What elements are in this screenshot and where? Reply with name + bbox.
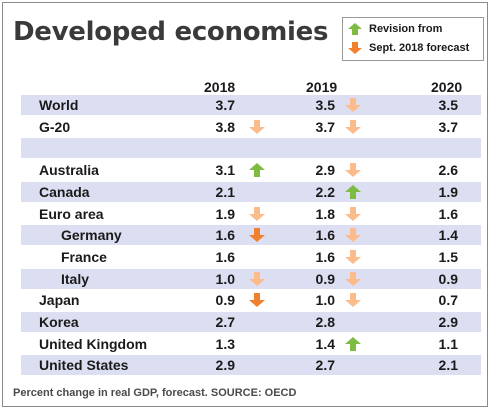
cell-value-2018: 3.1 [215, 162, 235, 179]
cell-value-2020: 1.4 [438, 227, 458, 244]
table-row: Germany 1.6 1.6 1.4 [21, 225, 481, 246]
arrow-down-icon [249, 293, 265, 308]
arrow-down-icon [348, 42, 362, 54]
arrow-down-icon [249, 206, 265, 221]
cell-value-2018: 2.9 [215, 357, 235, 374]
cell-value-2019: 2.2 [315, 183, 335, 200]
cell-value-2018: 1.9 [215, 205, 235, 222]
cell-value-2018: 3.7 [215, 97, 235, 113]
chart-title: Developed economies [13, 17, 329, 47]
table-row: G-20 3.8 3.7 3.7 [21, 117, 481, 137]
cell-value-2019: 1.0 [315, 292, 335, 309]
cell-value-2019: 2.9 [315, 162, 335, 179]
row-label: G-20 [39, 118, 71, 135]
arrow-down-icon [249, 119, 265, 134]
column-header-2020: 2020 [431, 79, 463, 95]
cell-value-2019: 2.8 [315, 314, 335, 330]
row-label: World [39, 97, 79, 113]
arrow-down-icon [345, 228, 361, 243]
cell-value-2020: 0.7 [438, 292, 458, 309]
arrow-down-icon [345, 98, 361, 112]
column-header-2018: 2018 [204, 79, 236, 95]
row-label: Canada [39, 183, 90, 200]
cell-value-2020: 1.6 [438, 205, 458, 222]
cell-value-2018: 2.7 [215, 314, 235, 330]
arrow-down-icon [249, 228, 265, 243]
cell-value-2020: 2.9 [438, 314, 458, 330]
cell-value-2018: 3.8 [215, 118, 235, 135]
arrow-up-icon [345, 336, 361, 351]
legend-label-up: Revision from [369, 23, 443, 35]
row-label: Euro area [39, 205, 104, 222]
footnote: Percent change in real GDP, forecast. SO… [13, 387, 297, 399]
table-row: Canada 2.1 2.2 1.9 [21, 181, 481, 202]
cell-value-2019: 1.4 [315, 335, 335, 352]
table-row: Australia 3.1 2.9 2.6 [21, 160, 481, 180]
arrow-down-icon [345, 119, 361, 134]
cell-value-2020: 0.9 [438, 270, 458, 287]
table-row: United States 2.9 2.7 2.1 [21, 355, 481, 376]
cell-value-2020: 3.5 [438, 97, 458, 113]
column-header-2019: 2019 [306, 79, 338, 95]
cell-value-2019: 1.6 [315, 248, 335, 265]
row-label: Japan [39, 292, 80, 309]
cell-value-2020: 2.1 [438, 357, 458, 374]
arrow-down-icon [249, 271, 265, 286]
row-label: United States [39, 357, 129, 374]
row-label: United Kingdom [39, 335, 148, 352]
arrow-up-icon [249, 163, 265, 178]
cell-value-2020: 3.7 [438, 118, 458, 135]
cell-value-2019: 2.7 [315, 357, 335, 374]
table-row: Japan 0.9 1.0 0.7 [21, 290, 481, 310]
cell-value-2018: 2.1 [215, 183, 235, 200]
arrow-down-icon [345, 206, 361, 221]
cell-value-2020: 1.5 [438, 248, 458, 265]
cell-value-2018: 1.3 [215, 335, 235, 352]
arrow-down-icon [345, 271, 361, 286]
cell-value-2019: 3.7 [315, 118, 335, 135]
cell-value-2018: 1.6 [215, 227, 235, 244]
cell-value-2019: 0.9 [315, 270, 335, 287]
cell-value-2018: 1.6 [215, 248, 235, 265]
table-row: France 1.6 1.6 1.5 [21, 247, 481, 267]
arrow-down-icon [345, 163, 361, 178]
table-row [21, 138, 481, 159]
cell-value-2018: 1.0 [215, 270, 235, 287]
row-label: Italy [61, 270, 90, 287]
row-label: France [61, 248, 107, 265]
table-row: World 3.7 3.5 3.5 [21, 95, 481, 115]
cell-value-2019: 1.8 [315, 205, 335, 222]
arrow-up-icon [348, 23, 362, 35]
cell-value-2018: 0.9 [215, 292, 235, 309]
row-label: Korea [39, 314, 79, 330]
row-label: Australia [39, 162, 99, 179]
arrow-down-icon [345, 249, 361, 264]
arrow-down-icon [345, 293, 361, 308]
legend: Revision from Sept. 2018 forecast [342, 17, 484, 61]
legend-label-down: Sept. 2018 forecast [369, 42, 470, 54]
table-row: Korea 2.7 2.8 2.9 [21, 312, 481, 332]
cell-value-2019: 1.6 [315, 227, 335, 244]
cell-value-2020: 1.1 [438, 335, 458, 352]
legend-row-down: Sept. 2018 forecast [347, 40, 469, 56]
legend-row-up: Revision from [347, 21, 442, 37]
cell-value-2020: 2.6 [438, 162, 458, 179]
cell-value-2019: 3.5 [315, 97, 335, 113]
table-row: United Kingdom 1.3 1.4 1.1 [21, 334, 481, 354]
row-label: Germany [61, 227, 122, 244]
table-row: Euro area 1.9 1.8 1.6 [21, 204, 481, 224]
arrow-up-icon [345, 184, 361, 199]
table-row: Italy 1.0 0.9 0.9 [21, 268, 481, 289]
cell-value-2020: 1.9 [438, 183, 458, 200]
